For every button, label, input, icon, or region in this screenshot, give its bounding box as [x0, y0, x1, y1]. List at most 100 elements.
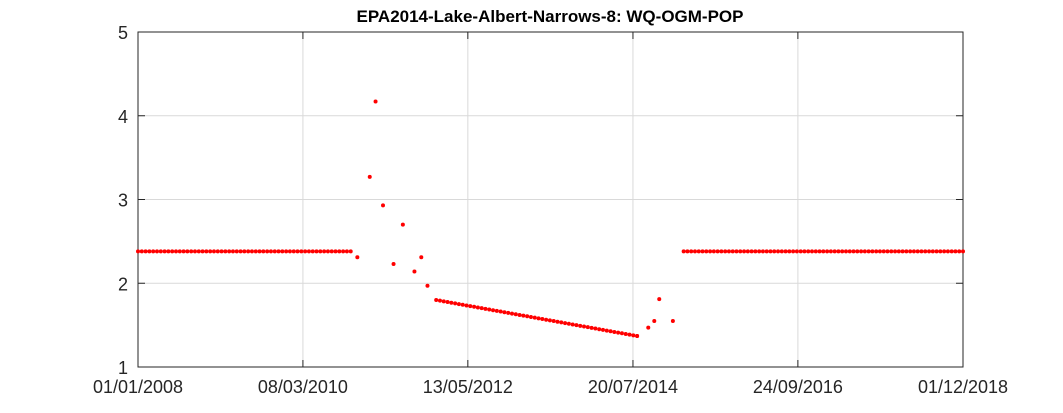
data-point [776, 249, 781, 254]
data-point [373, 99, 378, 104]
data-point [704, 249, 709, 254]
data-point [585, 325, 590, 330]
data-point [723, 249, 728, 254]
data-point [768, 249, 773, 254]
data-point [957, 249, 962, 254]
data-point [689, 249, 694, 254]
data-point [885, 249, 890, 254]
y-tick-label: 4 [118, 107, 128, 127]
data-point [749, 249, 754, 254]
data-point [154, 249, 159, 254]
data-point [635, 334, 640, 339]
data-point [692, 249, 697, 254]
data-point [196, 249, 201, 254]
data-point [151, 249, 156, 254]
data-point [757, 249, 762, 254]
data-point [257, 249, 262, 254]
data-point [627, 332, 632, 337]
data-point [449, 300, 454, 305]
data-point [631, 333, 636, 338]
data-point [204, 249, 209, 254]
data-point [498, 309, 503, 314]
data-point [919, 249, 924, 254]
data-point [828, 249, 833, 254]
data-point [563, 321, 568, 326]
data-point [208, 249, 213, 254]
data-point [253, 249, 258, 254]
data-point [158, 249, 163, 254]
data-point [900, 249, 905, 254]
data-point [708, 249, 713, 254]
data-point [303, 249, 308, 254]
data-point [464, 303, 469, 308]
data-point [211, 249, 216, 254]
data-point [589, 325, 594, 330]
data-point [616, 330, 621, 335]
data-point [877, 249, 882, 254]
data-point [612, 329, 617, 334]
data-point [200, 249, 205, 254]
data-point [870, 249, 875, 254]
data-point [425, 283, 430, 288]
data-point [794, 249, 799, 254]
data-point [468, 304, 473, 309]
data-point [265, 249, 270, 254]
data-point [623, 331, 628, 336]
data-point [280, 249, 285, 254]
data-point [314, 249, 319, 254]
data-point [696, 249, 701, 254]
data-point [177, 249, 182, 254]
data-point [344, 249, 349, 254]
data-point [536, 316, 541, 321]
data-point [181, 249, 186, 254]
data-point [509, 311, 514, 316]
data-point [798, 249, 803, 254]
data-point [139, 249, 144, 254]
data-point [551, 319, 556, 324]
data-point [681, 249, 686, 254]
data-point [299, 249, 304, 254]
data-point [348, 249, 353, 254]
data-point [333, 249, 338, 254]
x-tick-label: 24/09/2016 [753, 377, 843, 397]
data-point [783, 249, 788, 254]
data-point [166, 249, 171, 254]
data-point [355, 255, 360, 260]
data-point [942, 249, 947, 254]
data-point [391, 261, 396, 266]
data-point [337, 249, 342, 254]
data-point [525, 314, 530, 319]
data-point [437, 298, 442, 303]
data-point [945, 249, 950, 254]
data-point [896, 249, 901, 254]
data-point [961, 249, 965, 254]
data-point [223, 249, 228, 254]
data-point [923, 249, 928, 254]
data-point [934, 249, 939, 254]
data-point [284, 249, 289, 254]
data-point [866, 249, 871, 254]
data-point [646, 325, 651, 330]
data-point [456, 302, 461, 307]
data-point [483, 306, 488, 311]
data-point [219, 249, 224, 254]
data-point [479, 306, 484, 311]
data-point [475, 305, 480, 310]
data-point [325, 249, 330, 254]
data-point [400, 222, 405, 227]
data-point [574, 323, 579, 328]
data-point [147, 249, 152, 254]
data-point [434, 298, 439, 302]
data-point [460, 302, 465, 307]
data-point [494, 308, 499, 313]
data-point [745, 249, 750, 254]
data-point [230, 249, 235, 254]
y-tick-label: 1 [118, 358, 128, 378]
data-point [544, 317, 549, 322]
data-point [855, 249, 860, 254]
data-point [291, 249, 296, 254]
data-point [604, 328, 609, 333]
data-point [173, 249, 178, 254]
data-point [143, 249, 148, 254]
